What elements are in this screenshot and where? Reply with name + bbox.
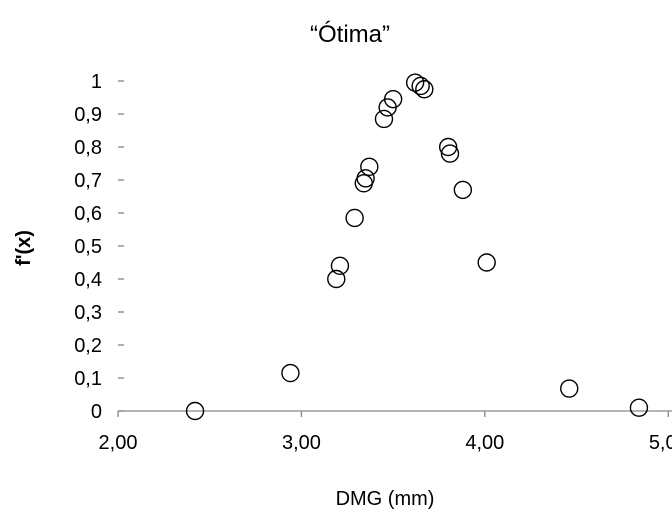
- data-point: [327, 269, 346, 289]
- y-tick-label: 0,4: [74, 269, 102, 291]
- data-point: [356, 169, 375, 188]
- data-point: [453, 180, 473, 200]
- data-point: [440, 144, 460, 163]
- data-points: [185, 73, 649, 421]
- data-point: [374, 109, 394, 129]
- y-tick-label: 0,1: [74, 368, 102, 390]
- x-axis-ticks: 2,00 3,00 4,00 5,00: [99, 411, 672, 454]
- data-point: [185, 401, 205, 421]
- x-tick-label: 4,00: [465, 432, 504, 454]
- x-axis-title: DMG (mm): [336, 488, 435, 510]
- y-tick-label: 0,7: [74, 170, 102, 192]
- data-point: [560, 379, 579, 398]
- y-tick-label: 0,8: [74, 137, 102, 159]
- y-tick-label: 1: [91, 71, 102, 93]
- y-axis-ticks: 0 0,1 0,2 0,3 0,4 0,5 0,6 0,7 0,8 0,9 1: [74, 71, 124, 423]
- data-point: [477, 253, 496, 272]
- data-point: [629, 398, 649, 417]
- x-tick-label: 5,00: [649, 432, 672, 454]
- data-point: [281, 363, 300, 383]
- y-tick-label: 0,6: [74, 203, 102, 225]
- y-tick-label: 0,9: [74, 104, 102, 126]
- data-point: [411, 76, 430, 96]
- y-axis-title: f'(x): [13, 230, 35, 266]
- data-point: [360, 157, 379, 177]
- y-tick-label: 0: [91, 401, 102, 423]
- y-tick-label: 0,2: [74, 335, 102, 357]
- data-point: [383, 89, 403, 109]
- data-point: [345, 208, 364, 228]
- data-point: [405, 73, 425, 92]
- x-tick-label: 2,00: [99, 432, 138, 454]
- y-tick-label: 0,3: [74, 302, 102, 324]
- x-tick-label: 3,00: [282, 432, 321, 454]
- y-tick-label: 0,5: [74, 236, 102, 258]
- data-point: [415, 80, 434, 99]
- chart-title: “Ótima”: [310, 21, 390, 48]
- data-point: [438, 137, 458, 157]
- data-point: [330, 256, 350, 275]
